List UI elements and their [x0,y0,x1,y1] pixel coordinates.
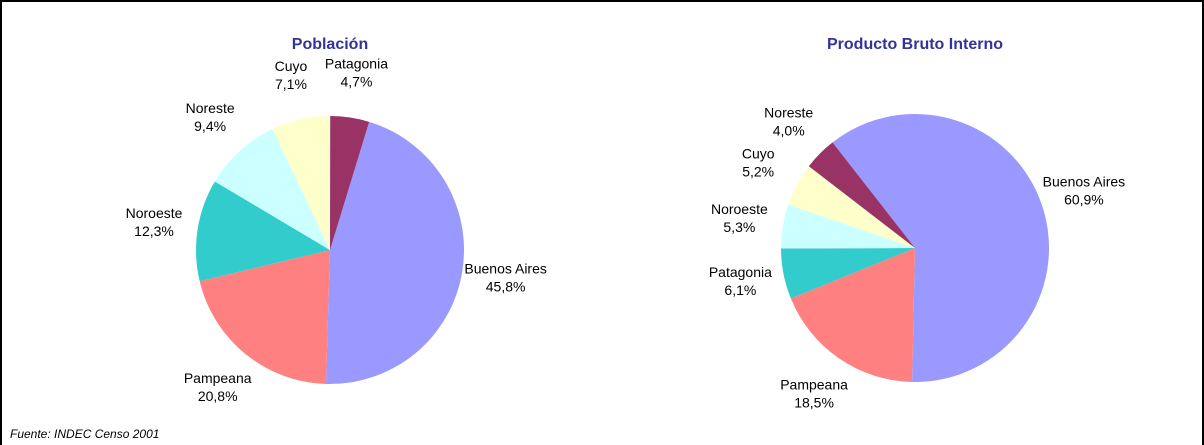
pie-slice [788,166,915,248]
slice-label: Pampeana [780,376,848,392]
pie-slice [272,116,331,251]
pie-slice [199,250,330,384]
pie-slice [832,113,1049,383]
slice-label: Pampeana [184,370,252,386]
slice-label: Buenos Aires [1043,174,1126,190]
pie-slice [781,248,915,299]
slice-value: 60,9% [1064,192,1104,208]
pie-slice [790,248,915,382]
slice-label: Cuyo [275,58,308,74]
chart-title: Producto Bruto Interno [827,36,1003,53]
pie-slice [781,204,915,249]
slice-value: 6,1% [724,282,756,298]
slice-value: 5,3% [723,219,755,235]
source-note: Fuente: INDEC Censo 2001 [10,427,159,441]
pie-slice [325,121,464,384]
slice-value: 9,4% [194,118,226,134]
slice-label: Buenos Aires [464,261,547,277]
slice-label: Cuyo [742,145,775,161]
slice-value: 12,3% [134,223,174,239]
chart-title: Población [292,36,368,53]
slice-label: Noreste [186,100,235,116]
slice-value: 5,2% [742,163,774,179]
slice-label: Noreste [764,104,813,120]
slice-value: 4,0% [773,122,805,138]
slice-value: 4,7% [340,74,372,90]
slice-label: Patagonia [709,264,772,280]
slice-value: 45,8% [486,279,526,295]
slice-label: Noroeste [711,201,768,217]
slice-label: Noroeste [126,205,183,221]
pie-slice [808,142,915,248]
slice-value: 7,1% [275,76,307,92]
slice-value: 20,8% [198,388,238,404]
slice-label: Patagonia [325,56,388,72]
pie-slice [196,181,330,282]
pie-slice [214,128,330,250]
pie-slice [330,116,370,251]
slice-value: 18,5% [794,394,834,410]
